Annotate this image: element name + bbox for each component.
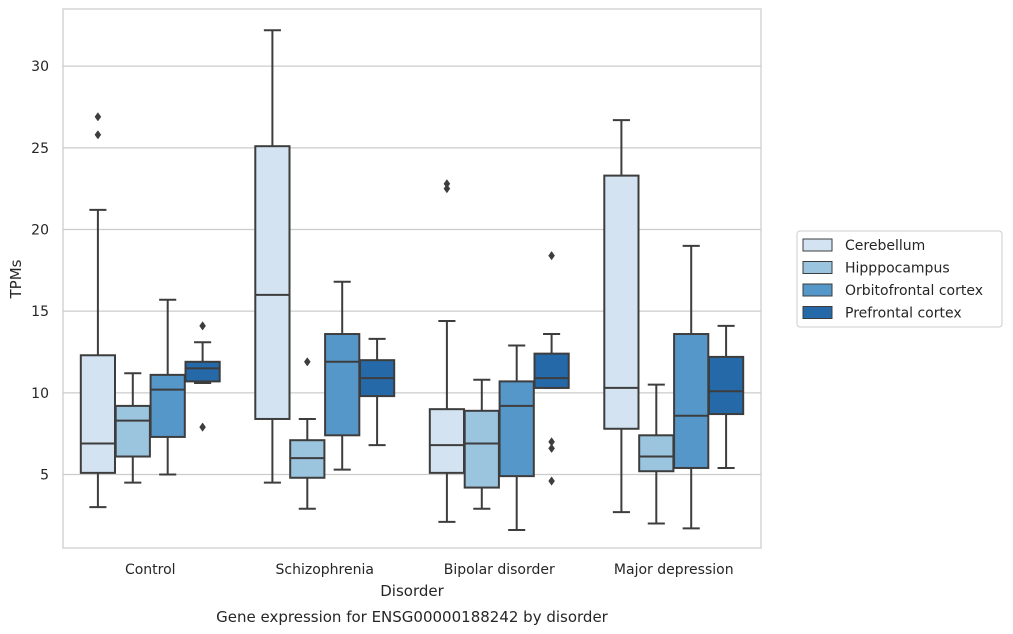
legend-label: Prefrontal cortex: [845, 306, 962, 322]
box-group: [707, 324, 745, 469]
box-group: [324, 280, 361, 471]
box: [79, 354, 117, 474]
box: [114, 404, 151, 458]
x-axis-title: Disorder: [380, 582, 444, 600]
box: [254, 145, 291, 420]
plot-frame: [62, 8, 762, 549]
box-group: [673, 244, 710, 530]
legend-swatch: [802, 261, 833, 274]
outlier-point: [548, 251, 555, 261]
outlier-point: [94, 130, 102, 140]
outlier-point: [303, 357, 311, 367]
legend-label: Hipppocampus: [845, 261, 950, 277]
outlier-point: [199, 321, 206, 331]
box: [533, 352, 570, 389]
box-group: [358, 337, 396, 447]
outlier-point: [199, 422, 206, 432]
box-group: [114, 372, 151, 484]
box: [149, 373, 186, 438]
box-group: [533, 251, 570, 486]
box: [673, 333, 710, 469]
legend: Cerebellum Hipppocampus Orbitofrontal cort…: [796, 230, 1003, 328]
box-group: [289, 357, 326, 510]
legend-label: Orbitofrontal cortex: [845, 283, 983, 299]
box-group: [184, 321, 221, 432]
box-group: [463, 378, 500, 510]
box: [463, 409, 500, 489]
box-group: [254, 29, 291, 484]
y-tick-label: 20: [31, 223, 49, 239]
legend-swatch: [802, 306, 833, 319]
x-tick-labels: Control Schizophrenia Bipolar disorder Majo…: [125, 562, 734, 578]
box: [184, 360, 221, 383]
y-tick-label: 30: [31, 59, 49, 75]
y-tick-label: 25: [31, 141, 49, 157]
box: [324, 333, 361, 437]
box-group: [638, 383, 675, 525]
legend-swatch: [802, 283, 833, 297]
outlier-point: [443, 179, 451, 189]
y-tick-label: 10: [31, 386, 49, 402]
box: [638, 434, 675, 473]
x-tick-label: Major depression: [614, 562, 734, 578]
outlier-point: [548, 476, 555, 486]
outlier-point: [94, 112, 102, 122]
outlier-point: [548, 443, 555, 453]
y-tick-label: 15: [31, 304, 49, 320]
legend-swatch: [802, 238, 833, 252]
outlier-point: [443, 184, 451, 194]
box: [603, 174, 640, 430]
y-axis-title: TPMs: [7, 259, 25, 299]
x-tick-label: Schizophrenia: [276, 562, 374, 578]
box-group: [149, 298, 186, 476]
box-group: [79, 112, 117, 509]
y-tick-labels: 5 10 15 20 25 30: [31, 59, 49, 483]
legend-label: Cerebellum: [845, 238, 925, 254]
x-tick-label: Control: [125, 562, 176, 578]
chart-title: Gene expression for ENSG00000188242 by d…: [216, 608, 609, 626]
box: [707, 355, 745, 416]
box-group: [603, 119, 640, 514]
y-tick-label: 5: [40, 468, 49, 484]
box: [498, 380, 535, 478]
x-tick-label: Bipolar disorder: [444, 562, 555, 578]
box-group: [428, 179, 466, 523]
legend-frame: [796, 230, 1003, 328]
box: [428, 408, 466, 474]
box-group: [498, 344, 535, 532]
boxes-layer: [79, 29, 745, 532]
